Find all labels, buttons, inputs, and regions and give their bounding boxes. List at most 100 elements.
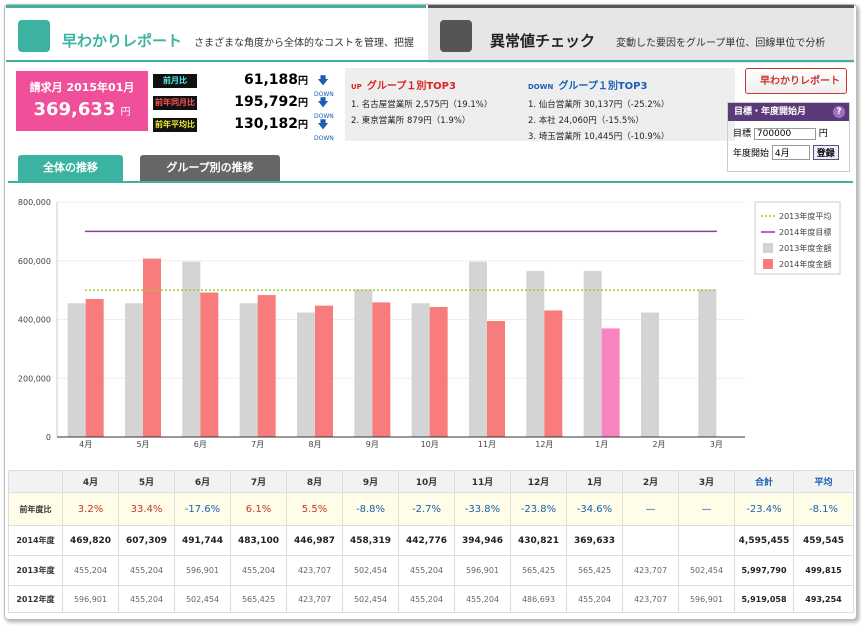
billing-amount: 369,633	[33, 99, 116, 120]
header-cell: 7月	[230, 470, 287, 493]
top3-up: UP グループ１別TOP3 1. 名古屋営業所 2,575円（19.1%） 2.…	[351, 74, 492, 126]
tab-icon	[440, 20, 472, 52]
table-cell: 493,254	[793, 585, 854, 613]
top3-item: 1. 名古屋営業所 2,575円（19.1%）	[351, 100, 493, 110]
bar	[239, 303, 258, 437]
y-tick-label: 200,000	[18, 374, 51, 383]
table-cell: 5.5%	[286, 492, 343, 526]
header-cell: 2月	[622, 470, 679, 493]
bar	[583, 270, 602, 437]
table-cell: 458,319	[342, 525, 399, 556]
comparison-label: 前年同月比	[153, 96, 197, 110]
subtab-overall[interactable]: 全体の推移	[18, 155, 123, 181]
header-cell	[8, 470, 63, 493]
header-cell: 11月	[454, 470, 511, 493]
table-cell: 423,707	[286, 585, 343, 613]
top3-box: UP グループ１別TOP3 1. 名古屋営業所 2,575円（19.1%） 2.…	[345, 68, 735, 142]
table-cell: 423,707	[622, 585, 679, 613]
target-input[interactable]: 700000	[753, 128, 816, 140]
table-cell: -8.8%	[342, 492, 399, 526]
report-button[interactable]: 早わかりレポート	[745, 68, 847, 94]
table-cell: 607,309	[118, 525, 175, 556]
x-tick-label: 2月	[652, 440, 665, 449]
y-tick-label: 0	[46, 433, 51, 442]
panel-title: 目標・年度開始月	[734, 107, 807, 117]
start-select[interactable]: 4月	[771, 145, 810, 160]
submit-button[interactable]: 登録	[812, 145, 839, 160]
bar	[641, 312, 659, 437]
tab-anomaly-check[interactable]: 異常値チェック 変動した要因をグループ単位、回線単位で分析	[428, 5, 854, 63]
x-tick-label: 5月	[136, 440, 149, 449]
table-cell: 565,425	[230, 585, 287, 613]
table-cell: 446,987	[286, 525, 343, 556]
bar	[469, 261, 487, 437]
row-label: 前年度比	[8, 492, 63, 526]
table-cell: 423,707	[622, 555, 679, 586]
table-cell	[678, 525, 735, 556]
table-cell: 469,820	[62, 525, 119, 556]
table-cell: -33.8%	[454, 492, 511, 526]
table-cell: -23.4%	[734, 492, 794, 526]
comparison-label: 前年平均比	[153, 118, 197, 132]
bar	[257, 295, 276, 437]
bar	[601, 328, 620, 437]
y-tick-label: 800,000	[18, 198, 51, 207]
top3-down: DOWN グループ１別TOP3 1. 仙台営業所 30,137円（-25.2%）…	[528, 74, 669, 142]
bar	[487, 320, 505, 437]
table-cell: 486,693	[510, 585, 567, 613]
table-cell: -8.1%	[793, 492, 854, 526]
table-cell: 596,901	[174, 555, 231, 586]
table-cell: 455,204	[398, 555, 455, 586]
subtab-group[interactable]: グループ別の推移	[140, 155, 280, 181]
down-icon: 🡇 DOWN	[314, 118, 334, 142]
down-icon: 🡇 DOWN	[314, 74, 334, 98]
table-cell: 596,901	[678, 585, 735, 613]
help-icon[interactable]: ?	[833, 106, 845, 118]
unit: 円	[298, 76, 308, 87]
down-icon: 🡇 DOWN	[314, 96, 334, 120]
bar	[200, 292, 219, 437]
bar	[411, 303, 430, 437]
top3-title: グループ１別TOP3	[558, 81, 648, 92]
header-cell: 平均	[793, 470, 854, 493]
header-cell: 5月	[118, 470, 175, 493]
data-table: 4月 5月 6月 7月 8月 9月 10月 11月 12月 1月 2月 3月 合計 平均 前年度比 3.2% 3…	[8, 470, 854, 613]
table-row: 2014年度 469,820 607,309 491,744 483,100 446,98…	[8, 525, 854, 556]
table-row: 前年度比 3.2% 33.4% -17.6% 6.1% 5.5% -8.8% -2.7% -33…	[8, 492, 854, 526]
billing-amount-row: 369,633 円	[16, 99, 148, 120]
table-cell: -2.7%	[398, 492, 455, 526]
legend-swatch	[763, 259, 773, 269]
unit: 円	[120, 107, 131, 118]
bar	[85, 298, 104, 437]
table-cell: 455,204	[62, 555, 119, 586]
table-row: 2013年度 455,204 455,204 596,901 455,204 423,70…	[8, 555, 854, 586]
legend-swatch	[763, 243, 773, 253]
table-cell: 565,425	[510, 555, 567, 586]
top3-item: 2. 東京営業所 879円（1.9%）	[351, 116, 471, 126]
table-cell: 455,204	[230, 555, 287, 586]
settings-panel: 目標・年度開始月? 目標 700000 円 年度開始 4月 登録	[727, 102, 850, 172]
chart: 0 200,000 400,000 600,000 800,000 4月 5月 6月 7月 8月 9…	[18, 198, 841, 449]
legend-label: 2014年度金額	[779, 259, 831, 269]
bar	[297, 312, 315, 437]
header-cell: 12月	[510, 470, 567, 493]
comparison-value: 61,188円	[200, 72, 308, 88]
billing-summary: 請求月 2015年01月 369,633 円	[16, 71, 148, 131]
top3-item: 3. 埼玉営業所 10,445円（-10.9%）	[528, 132, 670, 142]
table-cell: 596,901	[62, 585, 119, 613]
value: 195,792	[234, 94, 298, 110]
table-cell: 369,633	[566, 525, 623, 556]
top3-title: グループ１別TOP3	[366, 81, 456, 92]
tab-quick-report[interactable]: 早わかりレポート さまざまな角度から全体的なコストを管理、把握	[6, 5, 426, 63]
tab-icon	[18, 20, 50, 52]
table-cell: 459,545	[793, 525, 854, 556]
table-cell: 502,454	[678, 555, 735, 586]
bar	[544, 310, 563, 437]
tab-title: 異常値チェック	[490, 32, 596, 50]
x-tick-label: 1月	[595, 440, 608, 449]
bar	[125, 303, 143, 437]
x-tick-label: 7月	[251, 440, 264, 449]
header-cell: 合計	[734, 470, 794, 493]
bar	[372, 302, 391, 437]
